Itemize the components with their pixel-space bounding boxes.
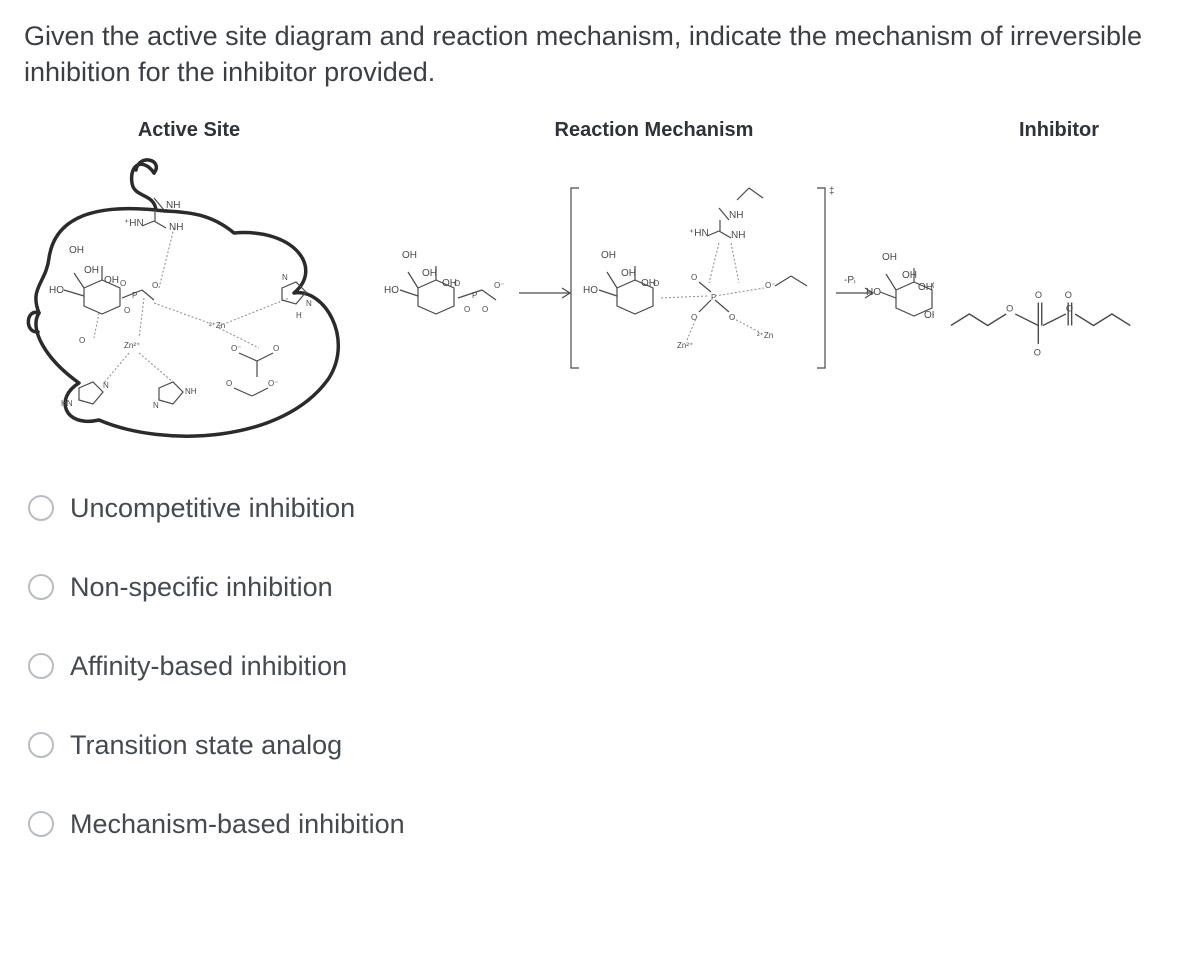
label-ominus: O⁻ (231, 344, 241, 353)
label-ho: HO (583, 285, 598, 296)
label-oh: OH (924, 310, 934, 321)
label-ominus: O⁻ (765, 281, 775, 290)
reaction-mechanism-diagram: OH OH OH HO O P O O⁻ O (374, 148, 934, 413)
label-o: O (691, 273, 697, 282)
label-2zn: ²⁺Zn (757, 331, 773, 340)
label-oh: OH (402, 250, 417, 261)
label-n: N (306, 299, 312, 308)
radio-icon[interactable] (28, 495, 54, 521)
label-o: O (729, 313, 735, 322)
label-o: O (226, 379, 232, 388)
label-oh: OH (882, 252, 897, 263)
radio-icon[interactable] (28, 653, 54, 679)
label-hn-plus: ⁺HN (124, 218, 144, 229)
ddagger: ‡ (829, 186, 835, 197)
label-o: O (454, 279, 460, 288)
diagram-row: Active Site OH OH OH HO O (24, 119, 1176, 453)
radio-icon[interactable] (28, 732, 54, 758)
reaction-mechanism-column: Reaction Mechanism OH OH OH HO O P (374, 119, 934, 413)
option-label: Non-specific inhibition (70, 572, 333, 603)
active-site-title: Active Site (138, 119, 240, 142)
label-zn: Zn²⁺ (124, 341, 140, 350)
label-o: O (79, 336, 85, 345)
option-label: Mechanism-based inhibition (70, 809, 405, 840)
inhibitor-diagram: O O O O O (944, 268, 1174, 365)
label-nh: NH (185, 387, 197, 396)
label-ho: HO (49, 285, 64, 296)
label-o: O (932, 281, 934, 290)
reaction-mechanism-title: Reaction Mechanism (555, 119, 754, 142)
label-o: O (1065, 290, 1072, 300)
label-o: O (464, 305, 470, 314)
radio-icon[interactable] (28, 574, 54, 600)
label-oh: OH (84, 265, 99, 276)
label-o: O (273, 344, 279, 353)
label-o: O (1006, 304, 1013, 314)
label-o: O (482, 305, 488, 314)
label-hn-plus: ⁺HN (689, 228, 709, 239)
label-nh: NH (166, 200, 180, 211)
label-minus-pi: -Pᵢ (844, 275, 856, 286)
label-n: N (282, 273, 288, 282)
active-site-diagram: OH OH OH HO O P O O (24, 148, 354, 453)
option-label: Uncompetitive inhibition (70, 493, 355, 524)
label-o: O (1035, 290, 1042, 300)
option-label: Affinity-based inhibition (70, 651, 347, 682)
option-nonspecific[interactable]: Non-specific inhibition (28, 572, 1176, 603)
label-ho: HO (384, 285, 399, 296)
active-site-column: Active Site OH OH OH HO O (24, 119, 354, 453)
label-n: N (153, 401, 159, 410)
label-oh: OH (422, 268, 437, 279)
label-o: O (120, 279, 126, 288)
label-o: O (653, 279, 659, 288)
option-transition[interactable]: Transition state analog (28, 730, 1176, 761)
label-o: O (124, 306, 130, 315)
label-nh: NH (729, 210, 743, 221)
label-oh: OH (69, 245, 84, 256)
label-ominus: O⁻ (494, 281, 504, 290)
label-nh: NH (169, 222, 183, 233)
label-o: O (1034, 347, 1041, 357)
label-oh: OH (621, 268, 636, 279)
radio-icon[interactable] (28, 811, 54, 837)
label-oh: OH (902, 270, 917, 281)
label-zn: Zn²⁺ (677, 341, 693, 350)
label-o: O (152, 281, 158, 290)
label-oh: OH (601, 250, 616, 261)
inhibitor-column: Inhibitor O O O O O (944, 119, 1174, 365)
option-label: Transition state analog (70, 730, 342, 761)
option-uncompetitive[interactable]: Uncompetitive inhibition (28, 493, 1176, 524)
option-affinity[interactable]: Affinity-based inhibition (28, 651, 1176, 682)
label-ominus: O⁻ (268, 379, 278, 388)
inhibitor-title: Inhibitor (1019, 119, 1099, 142)
label-hn: HN (61, 399, 73, 408)
answer-options: Uncompetitive inhibition Non-specific in… (24, 493, 1176, 840)
option-mechanism-based[interactable]: Mechanism-based inhibition (28, 809, 1176, 840)
label-h: H (296, 311, 302, 320)
label-nh: NH (731, 230, 745, 241)
question-text: Given the active site diagram and reacti… (24, 18, 1176, 91)
label-2zn: ²⁺Zn (209, 321, 225, 330)
label-n: N (103, 381, 109, 390)
label-ho: HO (866, 287, 881, 298)
